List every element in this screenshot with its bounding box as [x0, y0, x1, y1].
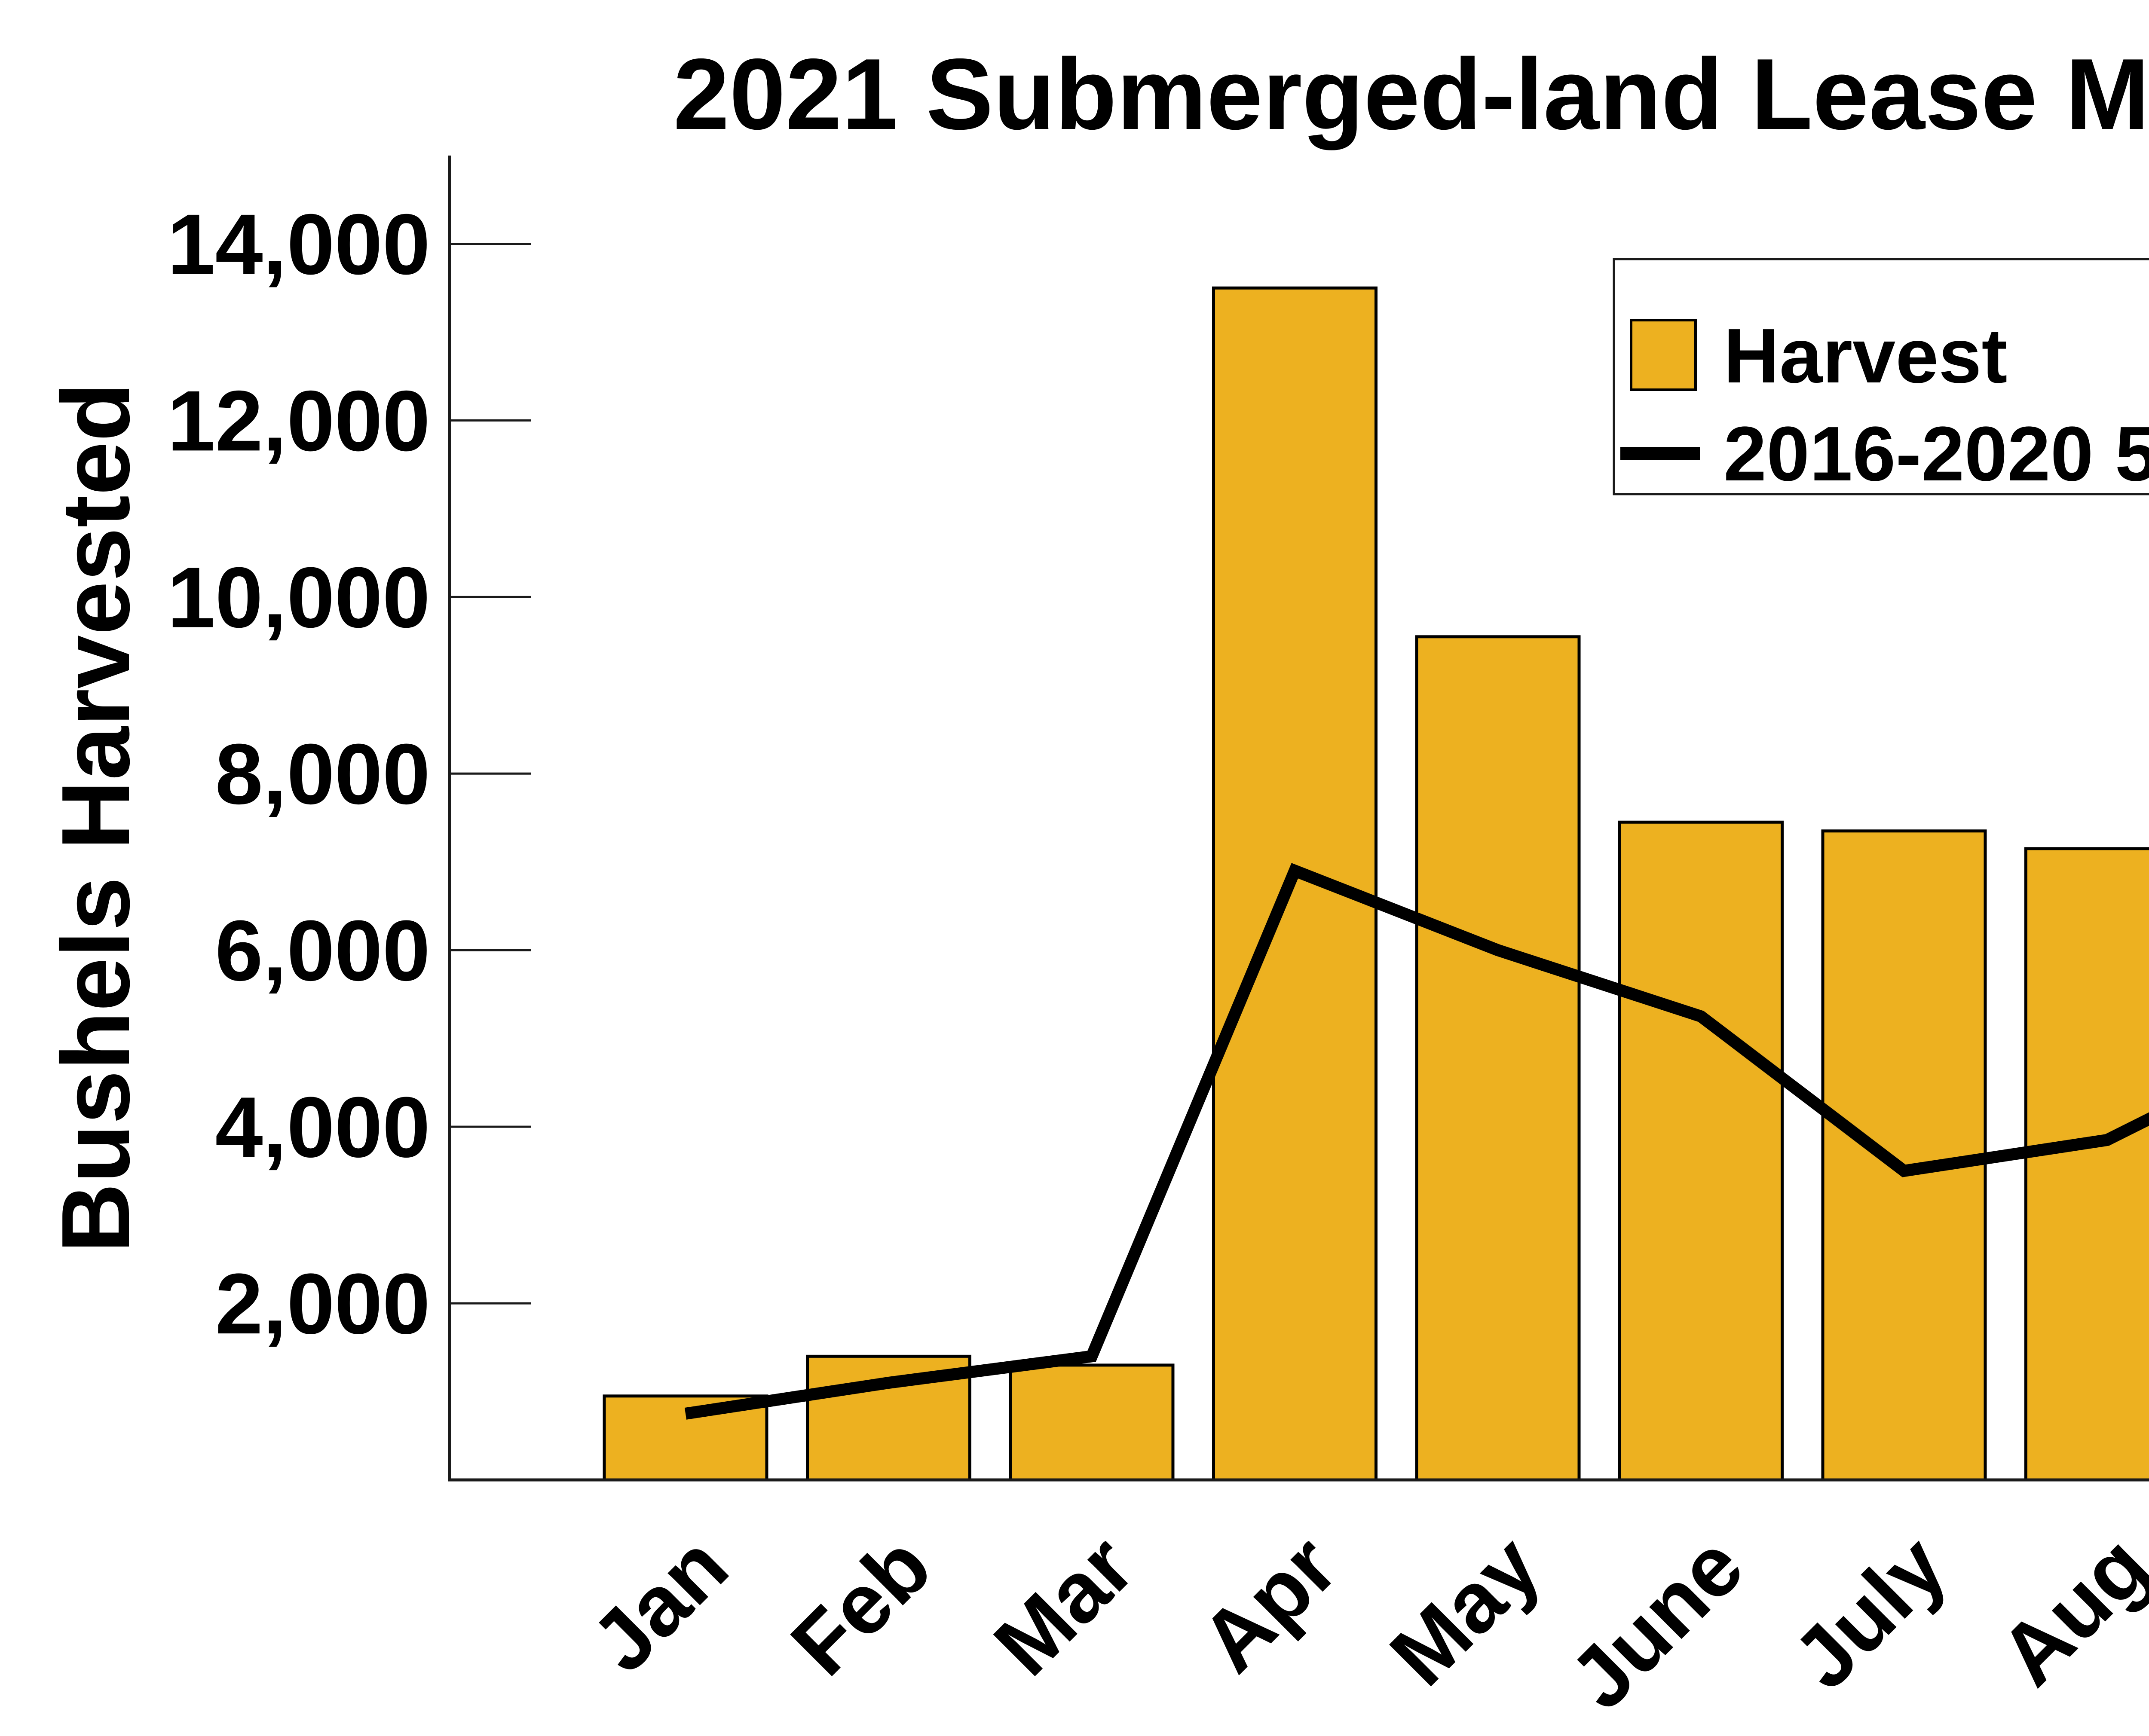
bar-July: [1823, 831, 1985, 1480]
y-tick-labels-layer: 2,000 4,000 6,000 8,000 10,000 12,000 14,000: [167, 196, 430, 1352]
x-tick-label-June: June: [1552, 1518, 1761, 1727]
legend-harvest-swatch: [1631, 320, 1696, 390]
y-axis-label: Bushels Harvested: [41, 382, 150, 1253]
x-tick-label-Apr: Apr: [1183, 1518, 1355, 1690]
y-tick-label-8000: 8,000: [215, 726, 431, 822]
bar-Aug: [2026, 849, 2149, 1480]
y-tick-label-2000: 2,000: [215, 1256, 431, 1352]
legend: Harvest 2016-2020 5-year Average Harvest: [1614, 259, 2149, 497]
x-tick-label-Mar: Mar: [976, 1518, 1152, 1693]
x-tick-label-Jan: Jan: [573, 1518, 746, 1690]
y-tick-label-6000: 6,000: [215, 903, 431, 999]
x-tick-labels-layer: JanFebMarAprMayJuneJulyAugSeptOctNovDec: [573, 1518, 2149, 1727]
bar-May: [1417, 637, 1579, 1480]
y-tick-label-10000: 10,000: [167, 550, 430, 645]
chart-title: 2021 Submerged-land Lease Monthly Harves…: [673, 37, 2149, 150]
bar-Mar: [1010, 1365, 1173, 1480]
y-tick-label-4000: 4,000: [215, 1079, 431, 1175]
y-tick-label-12000: 12,000: [167, 373, 430, 469]
legend-label-average: 2016-2020 5-year Average Harvest: [1723, 411, 2149, 497]
x-tick-label-May: May: [1372, 1518, 1558, 1704]
x-tick-label-Feb: Feb: [773, 1518, 949, 1693]
x-tick-label-Aug: Aug: [1981, 1518, 2149, 1704]
y-tick-label-14000: 14,000: [167, 196, 430, 292]
legend-label-harvest: Harvest: [1723, 313, 2007, 399]
bar-June: [1620, 822, 1782, 1480]
x-tick-label-July: July: [1775, 1518, 1965, 1707]
